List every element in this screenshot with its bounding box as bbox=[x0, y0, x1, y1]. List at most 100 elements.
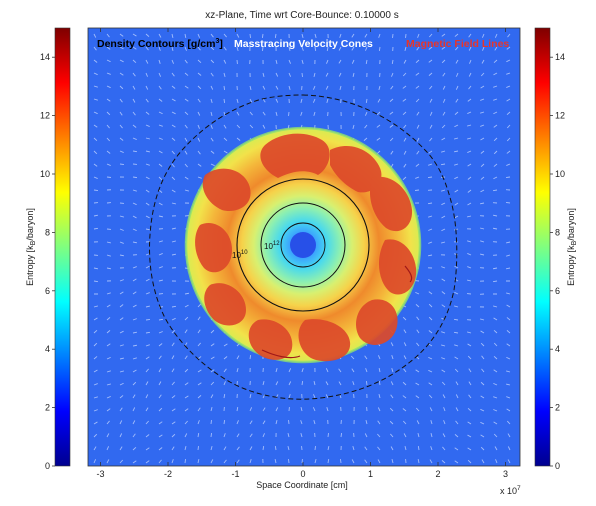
velocity-vector bbox=[223, 33, 227, 38]
velocity-vector bbox=[132, 228, 137, 232]
velocity-vector bbox=[171, 137, 176, 141]
velocity-vector bbox=[416, 111, 420, 116]
velocity-vector bbox=[441, 291, 446, 295]
velocity-vector bbox=[377, 459, 381, 464]
velocity-vector bbox=[249, 124, 254, 129]
right-colorbar bbox=[534, 27, 551, 467]
velocity-vector bbox=[300, 420, 303, 425]
velocity-vector bbox=[119, 59, 124, 63]
velocity-vector bbox=[467, 176, 472, 180]
velocity-vector bbox=[171, 150, 175, 155]
velocity-vector bbox=[417, 458, 420, 464]
velocity-vector bbox=[197, 445, 199, 451]
velocity-vector bbox=[236, 33, 240, 38]
left-colorbar-tick-label: 12 bbox=[40, 111, 50, 121]
velocity-vector bbox=[223, 137, 228, 142]
velocity-vector bbox=[377, 420, 381, 425]
velocity-vector bbox=[312, 98, 316, 103]
velocity-vector bbox=[493, 396, 498, 399]
velocity-vector bbox=[236, 433, 240, 438]
velocity-vector bbox=[493, 150, 498, 155]
velocity-vector bbox=[184, 368, 189, 373]
velocity-vector bbox=[453, 150, 459, 153]
velocity-vector bbox=[467, 343, 472, 347]
velocity-vector bbox=[145, 176, 150, 180]
velocity-vector bbox=[454, 460, 459, 464]
velocity-vector bbox=[351, 459, 355, 464]
velocity-vector bbox=[158, 253, 163, 256]
velocity-vector bbox=[197, 407, 201, 412]
velocity-vector bbox=[300, 111, 303, 116]
velocity-vector bbox=[494, 446, 498, 451]
velocity-vector bbox=[223, 72, 226, 77]
velocity-vector bbox=[467, 434, 472, 438]
velocity-vector bbox=[249, 33, 251, 39]
velocity-vector bbox=[301, 46, 304, 51]
velocity-vector bbox=[119, 330, 124, 334]
velocity-vector bbox=[430, 433, 433, 438]
velocity-vector bbox=[389, 98, 394, 102]
velocity-vector bbox=[428, 343, 433, 347]
velocity-vector bbox=[326, 98, 329, 103]
velocity-vector bbox=[106, 59, 111, 63]
velocity-vector bbox=[327, 432, 329, 438]
velocity-vector bbox=[301, 380, 304, 386]
velocity-vector bbox=[132, 72, 136, 77]
velocity-vector bbox=[236, 355, 240, 360]
velocity-vector bbox=[441, 33, 446, 37]
velocity-vector bbox=[197, 356, 202, 360]
velocity-vector bbox=[249, 98, 253, 103]
velocity-vector bbox=[171, 59, 174, 64]
velocity-vector bbox=[158, 98, 163, 102]
velocity-vector bbox=[275, 72, 279, 77]
velocity-vector bbox=[403, 329, 407, 334]
velocity-vector bbox=[339, 33, 342, 38]
velocity-vector bbox=[106, 137, 111, 142]
velocity-vector bbox=[378, 46, 381, 52]
velocity-vector bbox=[313, 72, 316, 77]
plume bbox=[260, 133, 330, 178]
velocity-vector bbox=[171, 446, 175, 451]
velocity-vector bbox=[314, 459, 317, 464]
velocity-vector bbox=[106, 420, 110, 425]
velocity-vector bbox=[506, 98, 511, 102]
velocity-vector bbox=[429, 85, 433, 90]
velocity-vector bbox=[171, 253, 177, 256]
velocity-vector bbox=[429, 407, 433, 412]
velocity-vector bbox=[507, 33, 511, 38]
velocity-vector bbox=[493, 355, 498, 360]
velocity-vector bbox=[132, 59, 137, 64]
velocity-vector bbox=[428, 316, 433, 321]
velocity-vector bbox=[145, 434, 150, 438]
velocity-vector bbox=[236, 137, 241, 141]
velocity-vector bbox=[158, 150, 163, 154]
velocity-vector bbox=[402, 420, 407, 425]
velocity-vector bbox=[184, 163, 188, 168]
velocity-vector bbox=[184, 111, 189, 116]
velocity-vector bbox=[417, 445, 420, 451]
contour-label-1e10: 1010 bbox=[232, 250, 248, 260]
velocity-vector bbox=[415, 59, 420, 64]
velocity-vector bbox=[376, 111, 381, 116]
velocity-vector bbox=[505, 202, 511, 204]
left-colorbar-tick-label: 6 bbox=[45, 286, 50, 296]
velocity-vector bbox=[119, 433, 123, 438]
velocity-vector bbox=[93, 137, 98, 142]
velocity-vector bbox=[132, 394, 136, 399]
velocity-vector bbox=[338, 46, 342, 51]
velocity-vector bbox=[454, 202, 459, 206]
velocity-vector bbox=[197, 163, 202, 167]
density-contour-inner bbox=[280, 222, 326, 268]
velocity-vector bbox=[327, 446, 330, 451]
velocity-vector bbox=[158, 202, 163, 206]
velocity-vector bbox=[119, 407, 123, 412]
velocity-vector bbox=[506, 343, 511, 347]
velocity-vector bbox=[93, 214, 99, 217]
velocity-vector bbox=[493, 176, 498, 180]
velocity-vector bbox=[197, 150, 201, 155]
velocity-vector bbox=[184, 408, 189, 412]
velocity-vector bbox=[506, 356, 511, 360]
velocity-vector bbox=[480, 163, 485, 168]
velocity-vector bbox=[300, 407, 303, 412]
velocity-vector bbox=[288, 59, 291, 64]
